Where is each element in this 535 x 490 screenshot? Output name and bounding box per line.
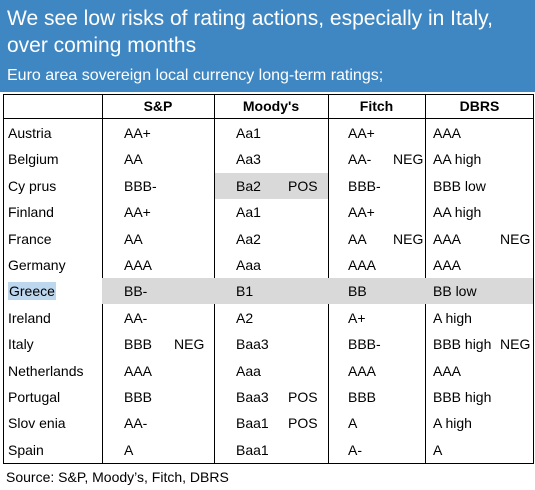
table-row: Spain A Baa1 A- A (4, 437, 533, 463)
rating-value: AA- (124, 309, 148, 326)
rating-value: BBB- (124, 177, 157, 194)
country-name: France (8, 230, 52, 247)
table-row: Slov enia AA- Baa1 POS A A high (4, 410, 533, 436)
country-name: Slov enia (8, 415, 66, 432)
page-subtitle: Euro area sovereign local currency long-… (7, 67, 384, 84)
rating-value: Baa1 (236, 415, 269, 432)
rating-value: AA+ (124, 125, 151, 141)
rating-value: BBB (124, 336, 153, 353)
rating-value: BBB (124, 389, 153, 405)
rating-value: A (348, 415, 358, 432)
rating-value: AA+ (348, 204, 375, 221)
rating-value: A high (433, 415, 472, 432)
header-banner: We see low risks of rating actions, espe… (0, 0, 535, 92)
table-row: Cy prus BBB- Ba2 POS BBB- BBB low (4, 172, 533, 199)
country-name: Greece (8, 282, 56, 301)
rating-value: AA (348, 230, 367, 247)
column-header-fitch: Fitch (359, 98, 394, 114)
rating-value: A high (433, 309, 472, 326)
country-name: Spain (8, 441, 44, 458)
rating-value: BB- (124, 283, 148, 300)
rating-value: A+ (348, 309, 366, 326)
rating-value: BBB low (433, 177, 486, 194)
rating-value: AAA (124, 362, 153, 379)
outlook-value: POS (288, 415, 318, 432)
rating-value: Baa1 (236, 441, 269, 458)
rating-value: AA (124, 230, 143, 247)
rating-value: Aa1 (236, 204, 261, 221)
rating-value: BB low (433, 283, 477, 300)
country-name: Italy (8, 336, 34, 353)
table-row: Germany AAA Aaa AAA AAA (4, 252, 533, 278)
rating-value: Aa2 (236, 230, 261, 247)
rating-value: AAA (433, 362, 462, 379)
rating-value: AA- (124, 415, 148, 432)
rating-value: AAA (433, 230, 462, 247)
table-row: Italy BBB NEG Baa3 BBB- BBB high NEG (4, 331, 533, 357)
rating-value: AAA (433, 125, 462, 141)
rating-value: A (124, 441, 134, 458)
outlook-value: NEG (500, 230, 531, 247)
rating-value: AAA (348, 362, 377, 379)
rating-value: AA high (433, 204, 482, 221)
rating-value: Ba2 (236, 177, 261, 194)
source-note: Source: S&P, Moody’s, Fitch, DBRS (6, 469, 229, 485)
rating-value: A2 (236, 309, 254, 326)
outlook-value: NEG (393, 230, 424, 247)
rating-value: AA+ (348, 125, 375, 141)
rating-value: BBB- (348, 177, 381, 194)
country-name: Finland (8, 204, 54, 221)
column-header-dbrs: DBRS (459, 98, 500, 114)
rating-value: AAA (348, 257, 377, 273)
table-row: Netherlands AAA Aaa AAA AAA (4, 358, 533, 384)
page-title: We see low risks of rating actions, espe… (7, 7, 493, 57)
outlook-value: NEG (174, 336, 205, 353)
rating-value: Aaa (236, 362, 261, 379)
rating-value: Baa3 (236, 336, 269, 353)
rating-value: AA high (433, 151, 482, 168)
rating-value: Aa1 (236, 125, 261, 141)
rating-value: AA (124, 151, 143, 168)
rating-value: BB (348, 283, 367, 300)
rating-value: AA+ (124, 204, 151, 221)
cell-highlight (215, 172, 328, 199)
rating-value: BBB- (348, 336, 381, 353)
column-header-moodys: Moody's (242, 98, 300, 114)
country-name: Ireland (8, 309, 51, 326)
country-name: Belgium (8, 151, 59, 168)
ratings-table (3, 94, 534, 464)
column-header-sp: S&P (143, 98, 173, 114)
rating-value: BBB high (433, 389, 492, 405)
table-row: Portugal BBB Baa3 POS BBB BBB high (4, 384, 533, 410)
table-row: Ireland AA- A2 A+ A high (4, 305, 533, 331)
rating-value: BBB high (433, 336, 492, 353)
rating-value: AAA (433, 257, 462, 273)
outlook-value: POS (288, 389, 318, 405)
rating-value: Baa3 (236, 389, 269, 405)
rating-value: Aaa (236, 257, 261, 273)
country-name: Germany (8, 257, 66, 273)
rating-value: A (433, 441, 443, 458)
row-highlight (102, 278, 533, 305)
table-row: Greece BB- B1 BB BB low (4, 278, 533, 305)
outlook-value: NEG (500, 336, 531, 353)
rating-value: AAA (124, 257, 153, 273)
rating-value: A- (348, 441, 362, 458)
outlook-value: POS (288, 177, 318, 194)
table-row: Belgium AA Aa3 AA- NEG AA high (4, 146, 533, 172)
outlook-value: NEG (393, 151, 424, 168)
country-name: Portugal (8, 389, 61, 405)
rating-value: Aa3 (236, 151, 261, 168)
table-row: Austria AA+ Aa1 AA+ AAA (4, 120, 533, 146)
rating-value: AA- (348, 151, 372, 168)
rating-value: BBB (348, 389, 377, 405)
country-name: Austria (8, 125, 52, 141)
table-row: Finland AA+ Aa1 AA+ AA high (4, 199, 533, 225)
header-divider (3, 118, 534, 119)
country-name: Netherlands (8, 362, 84, 379)
country-name: Cy prus (8, 177, 57, 194)
table-row: France AA Aa2 AA NEG AAA NEG (4, 226, 533, 252)
rating-value: B1 (236, 283, 254, 300)
